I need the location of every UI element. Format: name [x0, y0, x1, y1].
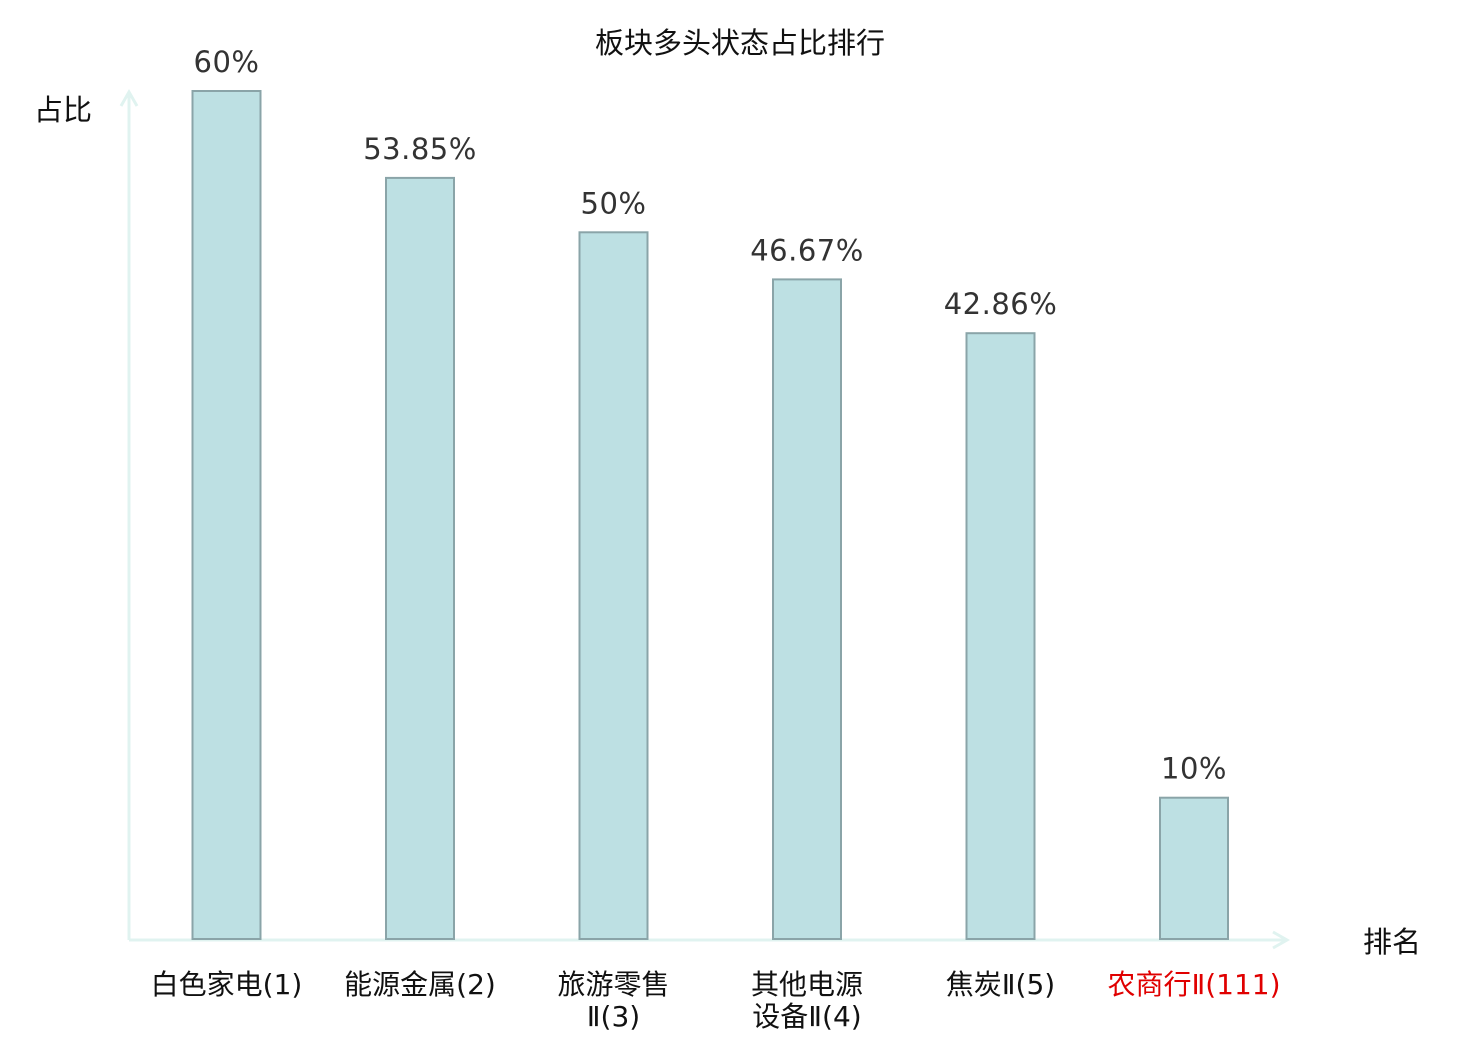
- bars-group: [191, 90, 1229, 941]
- category-label-4-line-1: 其他电源: [751, 968, 863, 1001]
- bar-4: [772, 278, 842, 940]
- category-label-3: 旅游零售 Ⅱ(3): [557, 968, 669, 1033]
- category-label-3-line-1: 旅游零售: [557, 968, 669, 1001]
- value-labels-group: 60% 53.85% 50% 46.67% 42.86% 10%: [194, 45, 1227, 786]
- category-label-5-line-1: 焦炭Ⅱ(5): [946, 968, 1055, 1001]
- category-label-4-line-2: 设备Ⅱ(4): [752, 1000, 861, 1033]
- value-label-4: 46.67%: [750, 233, 864, 267]
- bar-1: [191, 90, 262, 940]
- value-label-3: 50%: [581, 186, 647, 220]
- category-label-6: 农商行Ⅱ(111): [1107, 968, 1280, 1001]
- category-label-4: 其他电源设备Ⅱ(4): [751, 968, 863, 1033]
- category-label-3-line-2: Ⅱ(3): [587, 1000, 640, 1033]
- bar-6: [1159, 796, 1229, 941]
- category-label-1: 白色家电(1): [151, 968, 303, 1001]
- bar-2: [385, 176, 455, 940]
- category-label-2-line-1: 能源金属(2): [344, 968, 496, 1001]
- chart-title: 板块多头状态占比排行: [595, 26, 885, 60]
- value-label-6: 10%: [1161, 752, 1227, 786]
- y-axis-label: 占比: [34, 93, 92, 127]
- category-label-6-line-1: 农商行Ⅱ(111): [1107, 968, 1280, 1001]
- value-label-5: 42.86%: [944, 287, 1058, 321]
- category-label-2: 能源金属(2): [344, 968, 496, 1001]
- x-axis-label: 排名: [1363, 925, 1421, 959]
- category-labels-group: 白色家电(1) 能源金属(2) 旅游零售 Ⅱ(3) 其他电源设备Ⅱ(4) 焦炭Ⅱ(5) 农商…: [151, 968, 1281, 1033]
- category-label-5: 焦炭Ⅱ(5): [946, 968, 1055, 1001]
- bar-5: [965, 332, 1036, 940]
- value-label-1: 60%: [194, 45, 260, 79]
- category-label-1-line-1: 白色家电(1): [151, 968, 303, 1001]
- value-label-2: 53.85%: [363, 132, 477, 166]
- bar-3: [578, 231, 649, 941]
